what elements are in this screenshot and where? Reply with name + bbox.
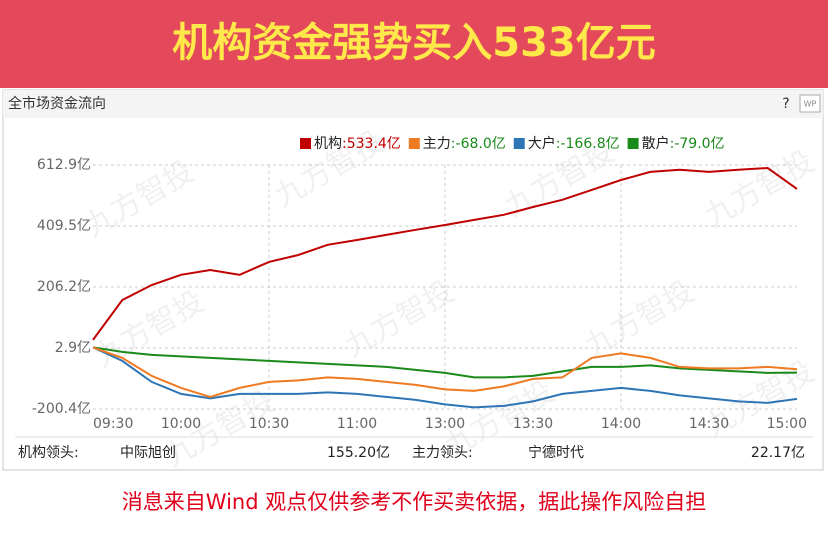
series-line [92,346,798,379]
banner [0,0,828,88]
legend-name: 机构 [314,136,342,152]
x-tick-label: 13:30 [513,416,553,432]
legend-value: :-166.8亿 [556,136,620,152]
legend-swatch [513,138,525,149]
help-button[interactable]: ? [782,96,789,112]
y-tick-label: 409.5亿 [37,218,91,234]
panel-header [3,90,823,118]
x-tick-label: 14:00 [601,416,641,432]
x-tick-label: 10:30 [249,416,289,432]
wp-label: WP [804,100,817,109]
x-tick-label: 11:00 [337,416,377,432]
legend-value: :-68.0亿 [451,136,506,152]
footer-label: 机构领头: [18,445,79,461]
x-tick-label: 13:00 [425,416,465,432]
x-tick-label: 15:00 [767,416,807,432]
footer-value: 22.17亿 [751,445,805,461]
legend-swatch [627,138,639,149]
legend-name: 大户 [528,135,556,152]
disclaimer: 消息来自Wind 观点仅供参考不作买卖依据，据此操作风险自担 [122,490,706,514]
panel-title: 全市场资金流向 [8,95,106,112]
legend-name: 散户 [642,135,670,152]
legend-name: 主力 [423,136,451,152]
footer-label: 主力领头: [412,445,473,461]
series-line [92,166,798,341]
y-tick-label: -200.4亿 [32,401,91,417]
y-tick-label: 612.9亿 [37,157,91,173]
legend-swatch [408,138,420,149]
series-line [92,346,798,398]
footer-stock: 宁德时代 [528,444,584,461]
x-tick-label: 14:30 [689,416,729,432]
series-line [92,346,798,409]
legend-swatch [300,138,311,149]
banner-title: 机构资金强势买入533亿元 [172,20,656,66]
x-tick-label: 10:00 [161,416,201,432]
footer-stock: 中际旭创 [120,445,176,461]
legend-value: :533.4亿 [342,136,401,152]
panel [2,89,824,471]
legend-value: :-79.0亿 [670,136,725,152]
footer-value: 155.20亿 [327,445,390,461]
y-tick-label: 2.9亿 [55,340,91,356]
y-tick-label: 206.2亿 [37,279,91,295]
wp-button[interactable] [799,94,821,113]
x-tick-label: 09:30 [93,416,133,432]
